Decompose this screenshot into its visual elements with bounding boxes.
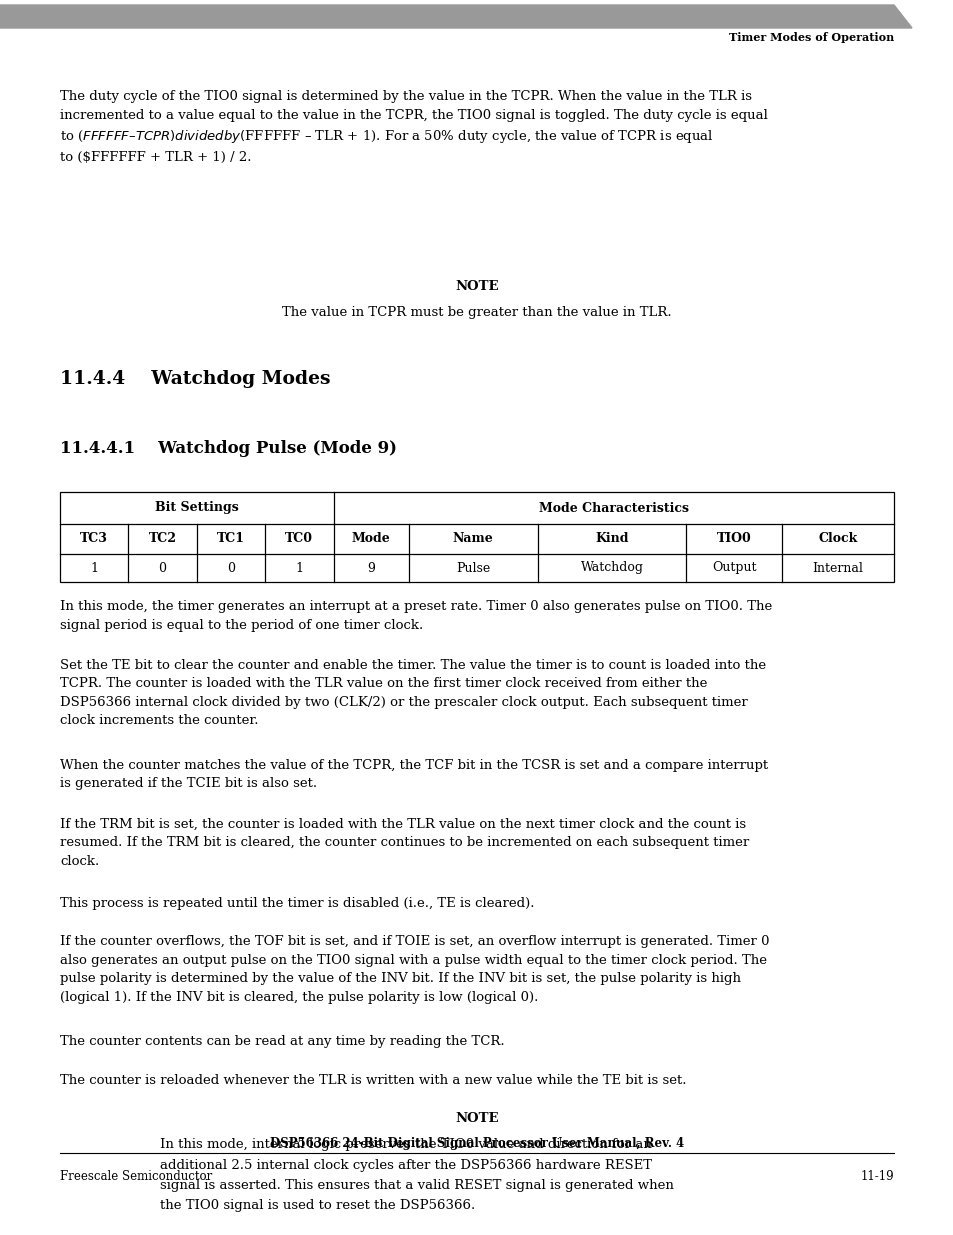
Text: NOTE: NOTE <box>455 280 498 293</box>
Text: Clock: Clock <box>818 532 857 546</box>
Text: 0: 0 <box>227 562 234 574</box>
Text: TC0: TC0 <box>285 532 313 546</box>
Bar <box>60 492 893 582</box>
Text: Internal: Internal <box>812 562 862 574</box>
Text: TC3: TC3 <box>80 532 108 546</box>
Text: Set the TE bit to clear the counter and enable the timer. The value the timer is: Set the TE bit to clear the counter and … <box>60 659 765 727</box>
Text: TC2: TC2 <box>149 532 176 546</box>
Text: DSP56366 24-Bit Digital Signal Processor User Manual, Rev. 4: DSP56366 24-Bit Digital Signal Processor… <box>270 1137 683 1150</box>
Text: If the TRM bit is set, the counter is loaded with the TLR value on the next time: If the TRM bit is set, the counter is lo… <box>60 818 748 868</box>
Text: 11.4.4    Watchdog Modes: 11.4.4 Watchdog Modes <box>60 370 330 388</box>
Polygon shape <box>0 5 911 28</box>
Text: Timer Modes of Operation: Timer Modes of Operation <box>728 32 893 43</box>
Text: If the counter overflows, the TOF bit is set, and if TOIE is set, an overflow in: If the counter overflows, the TOF bit is… <box>60 935 769 1004</box>
Text: This process is repeated until the timer is disabled (i.e., TE is cleared).: This process is repeated until the timer… <box>60 897 534 910</box>
Text: Watchdog: Watchdog <box>580 562 643 574</box>
Text: When the counter matches the value of the TCPR, the TCF bit in the TCSR is set a: When the counter matches the value of th… <box>60 758 767 790</box>
Text: Pulse: Pulse <box>456 562 490 574</box>
Text: Freescale Semiconductor: Freescale Semiconductor <box>60 1170 212 1183</box>
Text: The counter contents can be read at any time by reading the TCR.: The counter contents can be read at any … <box>60 1035 504 1049</box>
Text: The counter is reloaded whenever the TLR is written with a new value while the T: The counter is reloaded whenever the TLR… <box>60 1073 686 1087</box>
Text: Name: Name <box>453 532 493 546</box>
Text: TIO0: TIO0 <box>716 532 751 546</box>
Text: 1: 1 <box>91 562 98 574</box>
Text: 1: 1 <box>295 562 303 574</box>
Text: Mode Characteristics: Mode Characteristics <box>538 501 688 515</box>
Text: 0: 0 <box>158 562 167 574</box>
Text: NOTE: NOTE <box>455 1113 498 1125</box>
Text: In this mode, the timer generates an interrupt at a preset rate. Timer 0 also ge: In this mode, the timer generates an int… <box>60 600 771 631</box>
Text: Output: Output <box>711 562 756 574</box>
Text: additional 2.5 internal clock cycles after the DSP56366 hardware RESET: additional 2.5 internal clock cycles aft… <box>160 1158 651 1172</box>
Text: 9: 9 <box>367 562 375 574</box>
Text: 11.4.4.1    Watchdog Pulse (Mode 9): 11.4.4.1 Watchdog Pulse (Mode 9) <box>60 440 396 457</box>
Text: The duty cycle of the TIO0 signal is determined by the value in the TCPR. When t: The duty cycle of the TIO0 signal is det… <box>60 90 767 163</box>
Text: Bit Settings: Bit Settings <box>154 501 238 515</box>
Text: the TIO0 signal is used to reset the DSP56366.: the TIO0 signal is used to reset the DSP… <box>160 1199 475 1213</box>
Text: The value in TCPR must be greater than the value in TLR.: The value in TCPR must be greater than t… <box>282 306 671 319</box>
Text: In this mode, internal logic preserves the TIO0 value and direction for an: In this mode, internal logic preserves t… <box>160 1139 651 1151</box>
Text: Kind: Kind <box>595 532 628 546</box>
Text: TC1: TC1 <box>216 532 245 546</box>
Text: signal is asserted. This ensures that a valid RESET signal is generated when: signal is asserted. This ensures that a … <box>160 1179 673 1192</box>
Text: 11-19: 11-19 <box>860 1170 893 1183</box>
Text: Mode: Mode <box>352 532 390 546</box>
